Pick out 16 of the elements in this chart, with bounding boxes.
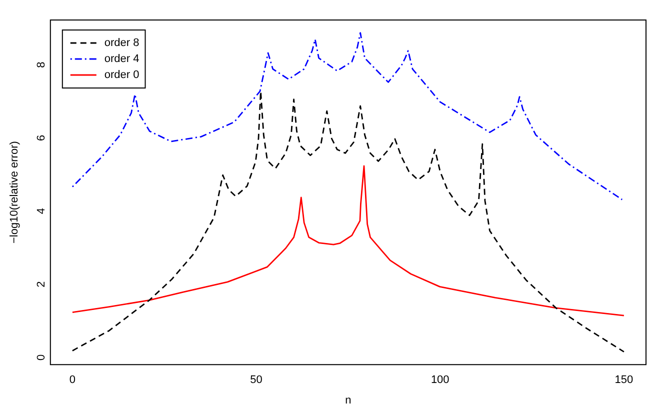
legend-label: order 4	[104, 53, 140, 66]
x-tick-label: 50	[250, 374, 262, 386]
y-tick-label: 4	[35, 208, 48, 214]
y-tick-label: 0	[35, 354, 48, 360]
legend-label: order 0	[104, 69, 140, 82]
line-series	[72, 90, 625, 352]
legend-label: order 8	[104, 37, 140, 50]
x-tick-label: 100	[430, 374, 450, 386]
y-tick-label: 2	[35, 281, 48, 288]
y-tick-label: 8	[35, 62, 48, 68]
x-tick-label: 0	[69, 374, 76, 386]
y-axis-title: −log10(relative error)	[8, 141, 21, 244]
x-tick-label: 150	[614, 374, 634, 386]
y-tick-label: 6	[35, 134, 48, 141]
x-axis-title: n	[345, 394, 352, 406]
line-series	[72, 32, 623, 200]
